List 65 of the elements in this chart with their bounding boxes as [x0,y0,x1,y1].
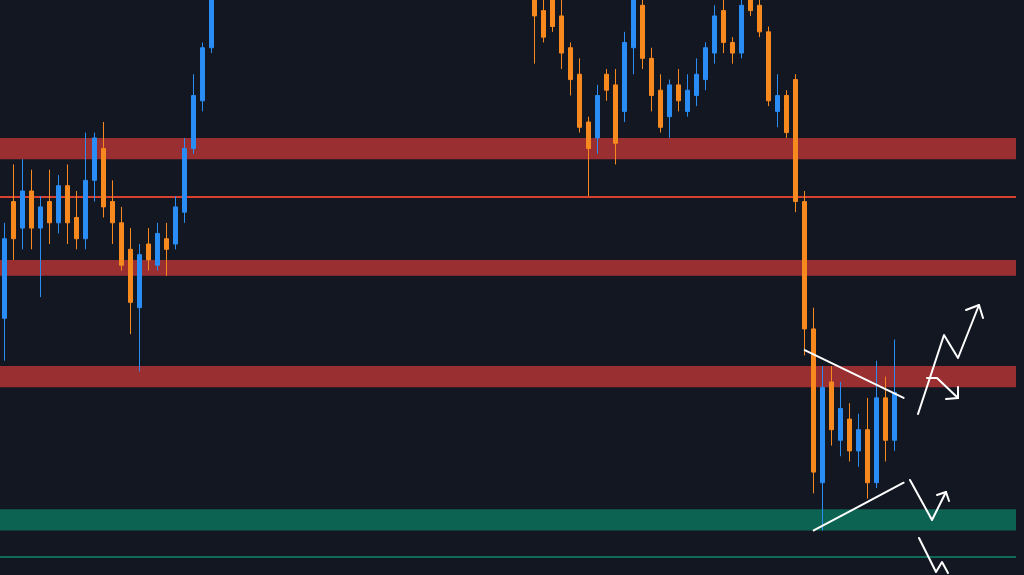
candlestick [2,222,7,362]
candlestick [595,84,600,155]
candlestick [65,163,70,245]
candlestick [820,365,825,531]
candlestick [56,174,61,234]
candlestick [577,57,582,134]
candlestick [658,73,663,134]
candlestick [838,381,843,457]
candlestick [649,47,654,112]
candlestick [856,413,861,468]
candlestick [694,57,699,107]
candlestick [793,73,798,213]
candlestick [155,222,160,272]
candlestick [757,0,762,38]
candlestick [191,73,196,155]
candlestick [685,73,690,118]
candlestick [829,365,834,447]
candlestick [847,402,852,463]
candlestick [865,397,870,500]
candlestick [613,68,618,165]
candlestick [137,243,142,372]
candlestick [101,121,106,218]
candlestick [730,36,735,65]
candlestick [559,0,564,70]
candlestick [110,179,115,245]
candlestick [47,169,52,245]
candlestick [622,31,627,123]
candlestick [83,132,88,250]
candlestick [38,195,43,298]
candlestick [748,0,753,17]
candlestick [568,41,573,96]
candlestick [811,307,816,494]
candlestick [604,68,609,102]
candlestick [802,190,807,356]
candlestick [532,0,537,65]
candlestick [883,376,888,463]
candlestick [874,360,879,489]
candlestick [119,206,124,272]
candlestick [703,41,708,91]
candlestick [640,0,645,70]
candlestick [164,222,169,277]
candlestick [200,41,205,112]
candlestick [20,158,25,250]
candlestick [586,116,591,197]
candlestick [631,0,636,75]
candlestick [739,0,744,59]
candlestick [173,195,178,250]
candlestick [182,137,187,224]
candlestick [550,0,555,33]
candlestick [11,163,16,261]
candlestick [676,68,681,112]
candlestick [784,89,789,139]
candlestick [775,73,780,128]
candlestick [721,0,726,54]
candlestick [146,227,151,272]
candlestick [74,190,79,250]
candlestick [29,169,34,250]
candlestick [128,227,133,335]
candlestick [892,339,897,452]
candlestick [712,4,717,65]
candlestick [766,26,771,107]
candlestick [92,132,97,203]
candlestick [209,0,214,54]
candlestick [667,79,672,139]
candlestick [541,0,546,43]
